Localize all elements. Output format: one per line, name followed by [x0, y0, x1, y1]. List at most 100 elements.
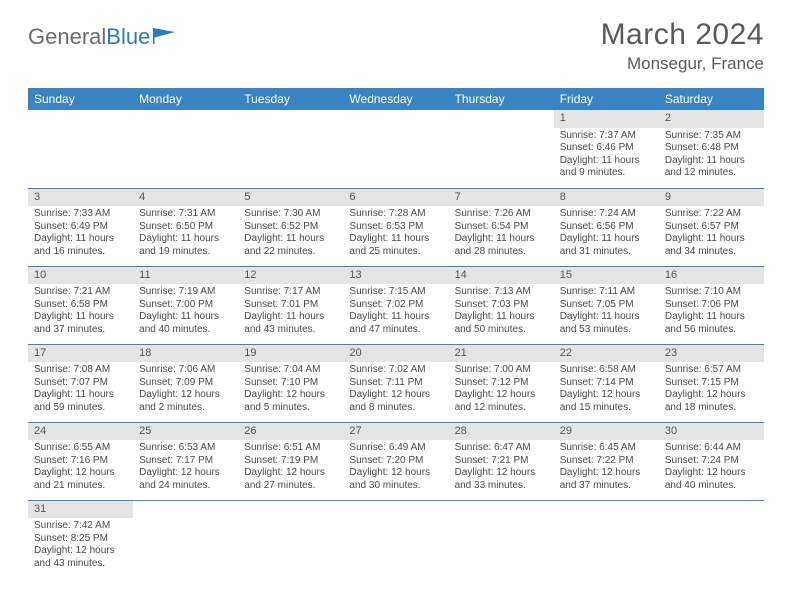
day-number: 28 [449, 423, 554, 441]
day-detail-line: Sunrise: 7:24 AM [560, 208, 653, 221]
calendar-day-cell: 23Sunrise: 6:57 AMSunset: 7:15 PMDayligh… [659, 344, 764, 422]
day-detail-line: and 53 minutes. [560, 324, 653, 337]
day-detail-line: Daylight: 11 hours [665, 155, 758, 168]
day-detail-line: Sunrise: 7:15 AM [349, 286, 442, 299]
day-detail-line: Daylight: 11 hours [139, 233, 232, 246]
day-detail-line: Daylight: 11 hours [455, 311, 548, 324]
day-detail-line: Daylight: 11 hours [34, 389, 127, 402]
calendar-day-cell: 20Sunrise: 7:02 AMSunset: 7:11 PMDayligh… [343, 344, 448, 422]
calendar-day-cell: 4Sunrise: 7:31 AMSunset: 6:50 PMDaylight… [133, 188, 238, 266]
weekday-header: Thursday [449, 88, 554, 110]
day-detail-line: Sunrise: 7:10 AM [665, 286, 758, 299]
logo-text-2: Blue [106, 24, 150, 50]
day-detail-line: Daylight: 12 hours [665, 389, 758, 402]
day-details: Sunrise: 6:44 AMSunset: 7:24 PMDaylight:… [659, 440, 764, 496]
day-detail-line: Sunrise: 7:06 AM [139, 364, 232, 377]
day-detail-line: and 56 minutes. [665, 324, 758, 337]
day-detail-line: and 5 minutes. [244, 402, 337, 415]
day-detail-line: Sunset: 7:14 PM [560, 377, 653, 390]
day-details: Sunrise: 7:08 AMSunset: 7:07 PMDaylight:… [28, 362, 133, 418]
calendar-day-cell: 25Sunrise: 6:53 AMSunset: 7:17 PMDayligh… [133, 422, 238, 500]
calendar-day-cell: 15Sunrise: 7:11 AMSunset: 7:05 PMDayligh… [554, 266, 659, 344]
day-detail-line: and 43 minutes. [244, 324, 337, 337]
day-number: 26 [238, 423, 343, 441]
day-details: Sunrise: 7:02 AMSunset: 7:11 PMDaylight:… [343, 362, 448, 418]
day-detail-line: Sunset: 7:12 PM [455, 377, 548, 390]
day-detail-line: Sunset: 6:46 PM [560, 142, 653, 155]
day-detail-line: Sunset: 7:15 PM [665, 377, 758, 390]
weekday-header: Monday [133, 88, 238, 110]
day-detail-line: Daylight: 12 hours [139, 467, 232, 480]
weekday-header-row: Sunday Monday Tuesday Wednesday Thursday… [28, 88, 764, 110]
calendar-day-cell: 13Sunrise: 7:15 AMSunset: 7:02 PMDayligh… [343, 266, 448, 344]
day-detail-line: Sunset: 7:24 PM [665, 455, 758, 468]
day-detail-line: Sunset: 7:22 PM [560, 455, 653, 468]
day-detail-line: Daylight: 12 hours [349, 467, 442, 480]
calendar-day-cell: 26Sunrise: 6:51 AMSunset: 7:19 PMDayligh… [238, 422, 343, 500]
calendar-day-cell: 3Sunrise: 7:33 AMSunset: 6:49 PMDaylight… [28, 188, 133, 266]
day-detail-line: Sunrise: 7:11 AM [560, 286, 653, 299]
day-detail-line: Sunset: 7:10 PM [244, 377, 337, 390]
day-detail-line: Daylight: 12 hours [455, 467, 548, 480]
day-detail-line: and 21 minutes. [34, 480, 127, 493]
day-number: 18 [133, 345, 238, 363]
calendar-day-cell: 11Sunrise: 7:19 AMSunset: 7:00 PMDayligh… [133, 266, 238, 344]
day-detail-line: and 28 minutes. [455, 246, 548, 259]
day-number: 5 [238, 189, 343, 207]
day-detail-line: Sunset: 6:52 PM [244, 221, 337, 234]
day-detail-line: Daylight: 11 hours [665, 311, 758, 324]
day-detail-line: and 24 minutes. [139, 480, 232, 493]
day-detail-line: and 40 minutes. [139, 324, 232, 337]
calendar-day-cell [238, 500, 343, 578]
day-detail-line: Daylight: 12 hours [560, 467, 653, 480]
day-number: 2 [659, 110, 764, 128]
day-detail-line: Sunrise: 7:19 AM [139, 286, 232, 299]
calendar-day-cell [343, 500, 448, 578]
day-detail-line: Sunset: 6:48 PM [665, 142, 758, 155]
calendar-body: 1Sunrise: 7:37 AMSunset: 6:46 PMDaylight… [28, 110, 764, 578]
day-detail-line: Sunset: 7:20 PM [349, 455, 442, 468]
day-detail-line: Daylight: 11 hours [139, 311, 232, 324]
day-number: 22 [554, 345, 659, 363]
day-detail-line: Daylight: 11 hours [560, 155, 653, 168]
calendar-week-row: 24Sunrise: 6:55 AMSunset: 7:16 PMDayligh… [28, 422, 764, 500]
day-number: 15 [554, 267, 659, 285]
flag-icon [153, 24, 175, 50]
day-detail-line: and 12 minutes. [665, 167, 758, 180]
day-details: Sunrise: 7:37 AMSunset: 6:46 PMDaylight:… [554, 128, 659, 184]
day-details: Sunrise: 7:06 AMSunset: 7:09 PMDaylight:… [133, 362, 238, 418]
day-details: Sunrise: 7:00 AMSunset: 7:12 PMDaylight:… [449, 362, 554, 418]
day-detail-line: and 31 minutes. [560, 246, 653, 259]
day-number: 1 [554, 110, 659, 128]
day-details: Sunrise: 7:33 AMSunset: 6:49 PMDaylight:… [28, 206, 133, 262]
day-number: 13 [343, 267, 448, 285]
day-detail-line: Sunset: 7:09 PM [139, 377, 232, 390]
calendar-day-cell [449, 500, 554, 578]
day-detail-line: Sunset: 7:21 PM [455, 455, 548, 468]
day-detail-line: Sunrise: 7:08 AM [34, 364, 127, 377]
calendar-day-cell: 28Sunrise: 6:47 AMSunset: 7:21 PMDayligh… [449, 422, 554, 500]
day-detail-line: Sunset: 7:05 PM [560, 299, 653, 312]
calendar-day-cell: 21Sunrise: 7:00 AMSunset: 7:12 PMDayligh… [449, 344, 554, 422]
day-detail-line: Sunrise: 6:45 AM [560, 442, 653, 455]
day-details: Sunrise: 7:31 AMSunset: 6:50 PMDaylight:… [133, 206, 238, 262]
day-detail-line: Sunset: 6:58 PM [34, 299, 127, 312]
calendar-day-cell: 29Sunrise: 6:45 AMSunset: 7:22 PMDayligh… [554, 422, 659, 500]
day-detail-line: Daylight: 12 hours [139, 389, 232, 402]
day-detail-line: Sunset: 7:02 PM [349, 299, 442, 312]
day-detail-line: and 12 minutes. [455, 402, 548, 415]
logo: GeneralBlue [28, 18, 175, 50]
day-detail-line: and 43 minutes. [34, 558, 127, 571]
day-detail-line: and 19 minutes. [139, 246, 232, 259]
day-details: Sunrise: 6:55 AMSunset: 7:16 PMDaylight:… [28, 440, 133, 496]
calendar-day-cell [659, 500, 764, 578]
header: GeneralBlue March 2024 Monsegur, France [28, 18, 764, 74]
day-detail-line: and 33 minutes. [455, 480, 548, 493]
day-detail-line: Sunrise: 6:51 AM [244, 442, 337, 455]
day-details: Sunrise: 6:53 AMSunset: 7:17 PMDaylight:… [133, 440, 238, 496]
day-number: 8 [554, 189, 659, 207]
calendar-day-cell: 2Sunrise: 7:35 AMSunset: 6:48 PMDaylight… [659, 110, 764, 188]
day-details: Sunrise: 6:47 AMSunset: 7:21 PMDaylight:… [449, 440, 554, 496]
day-detail-line: Daylight: 12 hours [244, 389, 337, 402]
day-number: 6 [343, 189, 448, 207]
